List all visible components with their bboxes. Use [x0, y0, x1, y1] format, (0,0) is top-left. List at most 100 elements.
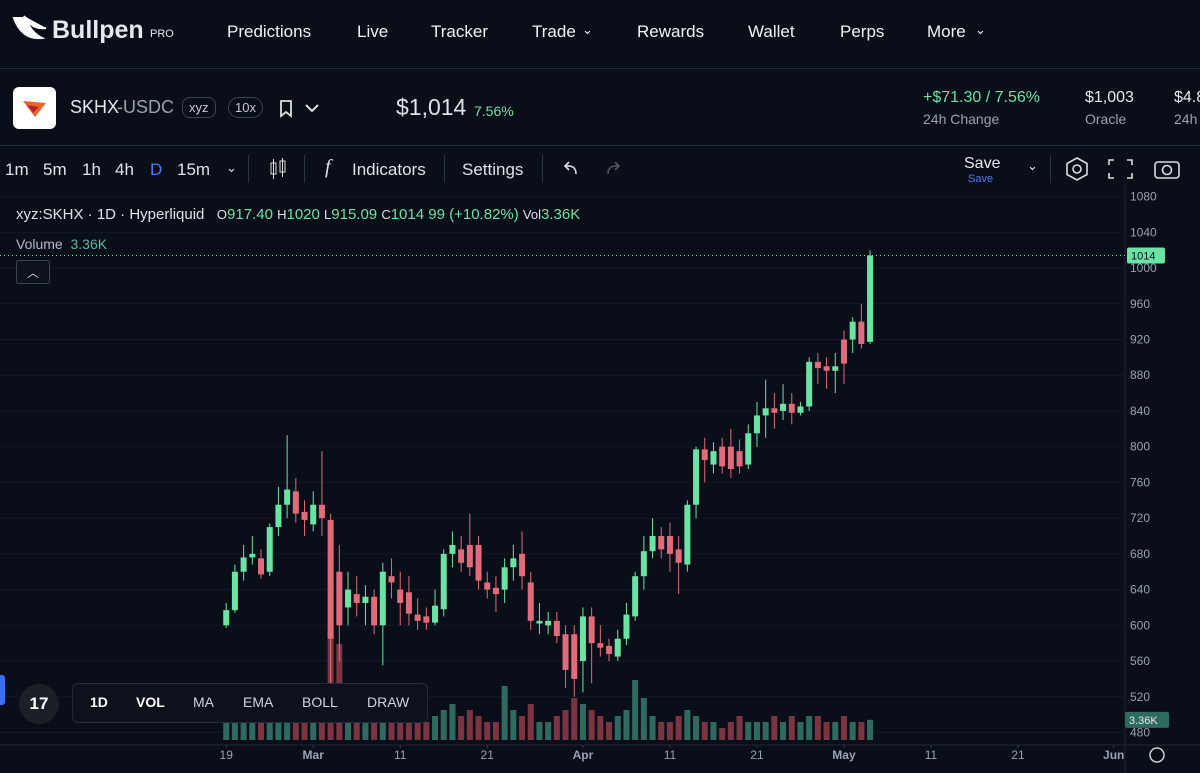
volume-bar [536, 722, 543, 740]
candle-body [266, 527, 273, 572]
bottom-item[interactable]: DRAW [367, 694, 410, 710]
separator [304, 155, 305, 183]
candle-body [649, 536, 656, 552]
token-icon [13, 87, 56, 129]
interval[interactable]: D [150, 160, 163, 179]
volume-bar [849, 722, 856, 740]
volume-bar [284, 710, 291, 740]
nav-item[interactable]: Rewards [637, 22, 705, 41]
bottom-item[interactable]: EMA [243, 694, 274, 710]
collapse-button[interactable]: ︿ [16, 260, 50, 284]
bottom-item[interactable]: BOLL [302, 694, 338, 710]
top-nav: Bullpen PRO Predictions Live Tracker Tra… [0, 0, 1200, 69]
nav-item[interactable]: More [927, 22, 966, 41]
volume-bar [449, 704, 456, 740]
stat-label: 24h [1174, 111, 1198, 127]
candle-body [545, 620, 552, 626]
nav-item[interactable]: Trade [532, 22, 576, 41]
interval[interactable]: 5m [43, 160, 67, 179]
y-tick-label: 720 [1130, 511, 1150, 525]
candle-body [832, 366, 839, 371]
candle-body [623, 614, 630, 639]
nav-item[interactable]: Perps [840, 22, 885, 41]
candle-body [701, 449, 708, 461]
volume-bar [527, 704, 534, 740]
last-price-box [1127, 247, 1165, 264]
chevron: ⌄ [226, 160, 237, 175]
candle-body [310, 504, 317, 525]
volume-bar [432, 716, 439, 740]
y-tick-label: 920 [1130, 333, 1150, 347]
volume-bar [780, 722, 787, 740]
stat-value: $4.8 [1174, 89, 1200, 106]
save[interactable]: Save [964, 155, 1001, 172]
candle-body [823, 366, 830, 371]
candle-body [788, 403, 795, 413]
fx-icon: f [325, 156, 331, 178]
interval[interactable]: 4h [115, 160, 134, 179]
candle-icon [270, 158, 286, 179]
volume-bar [606, 722, 613, 740]
leverage[interactable]: 10x [228, 97, 263, 118]
y-tick-label: 600 [1130, 618, 1150, 632]
price-change: 7.56% [474, 103, 514, 119]
ticker-bar: SKHX -USDC xyz 10x $1,014 7.56% +$71.30 … [0, 69, 1200, 146]
settings[interactable]: Settings [462, 160, 524, 179]
candle-body [449, 544, 456, 554]
token-glyph [23, 101, 46, 117]
volume-bar [719, 728, 726, 740]
bottom-item[interactable]: 1D [90, 694, 108, 710]
nav-item[interactable]: Tracker [431, 22, 488, 41]
candle-body [371, 596, 378, 626]
volume-bar [362, 722, 369, 740]
tool-icons [1066, 157, 1180, 181]
x-tick-label: Apr [573, 748, 594, 762]
volume-bar [353, 716, 360, 740]
y-tick-label: 800 [1130, 440, 1150, 454]
x-tick-label: 11 [664, 748, 677, 762]
candle-body [588, 616, 595, 644]
volume-bar [736, 716, 743, 740]
candle-body [640, 551, 647, 577]
candle-body [466, 544, 473, 568]
vol: 3.36K [541, 206, 581, 223]
y-tick-label: 1000 [1130, 261, 1157, 275]
undo-redo [563, 161, 621, 175]
nav-item[interactable]: Predictions [227, 22, 312, 41]
chevron: ⌄ [1027, 158, 1038, 173]
candle-body [475, 544, 482, 581]
interval[interactable]: 15m [177, 160, 211, 179]
x-tick-label: 21 [481, 748, 495, 762]
brand-tag: PRO [150, 28, 174, 40]
x-tick-label: Jun [1103, 748, 1124, 762]
volume-bar [301, 722, 308, 740]
volume-bar [771, 716, 778, 740]
candle-body [284, 489, 291, 505]
nav-item[interactable]: Live [357, 22, 389, 41]
volume-bar [658, 722, 665, 740]
volume-bar [501, 686, 508, 740]
volume-label: 3.36K [1129, 715, 1158, 727]
side-tab[interactable] [0, 675, 5, 705]
price: $1,014 [396, 94, 467, 120]
quote: -USDC [117, 97, 174, 117]
interval[interactable]: 1h [82, 160, 101, 179]
y-tick-label: 1040 [1130, 225, 1157, 239]
bottom-item[interactable]: MA [193, 694, 214, 710]
interval[interactable]: 1m [5, 160, 29, 179]
nav-item[interactable]: Wallet [748, 22, 795, 41]
candle-body [606, 645, 613, 654]
separator [1050, 155, 1051, 183]
candle-body [388, 576, 395, 583]
volume-bar [405, 716, 412, 740]
indicators[interactable]: Indicators [352, 160, 426, 179]
candle-body [780, 403, 787, 411]
volume-bar [545, 722, 552, 740]
x-tick-label: 21 [750, 748, 764, 762]
settings-icon [1149, 747, 1165, 763]
candle-body [710, 451, 717, 465]
volume-bar [258, 722, 265, 740]
bottom-item[interactable]: VOL [136, 694, 165, 710]
x-tick-label: 19 [220, 748, 234, 762]
